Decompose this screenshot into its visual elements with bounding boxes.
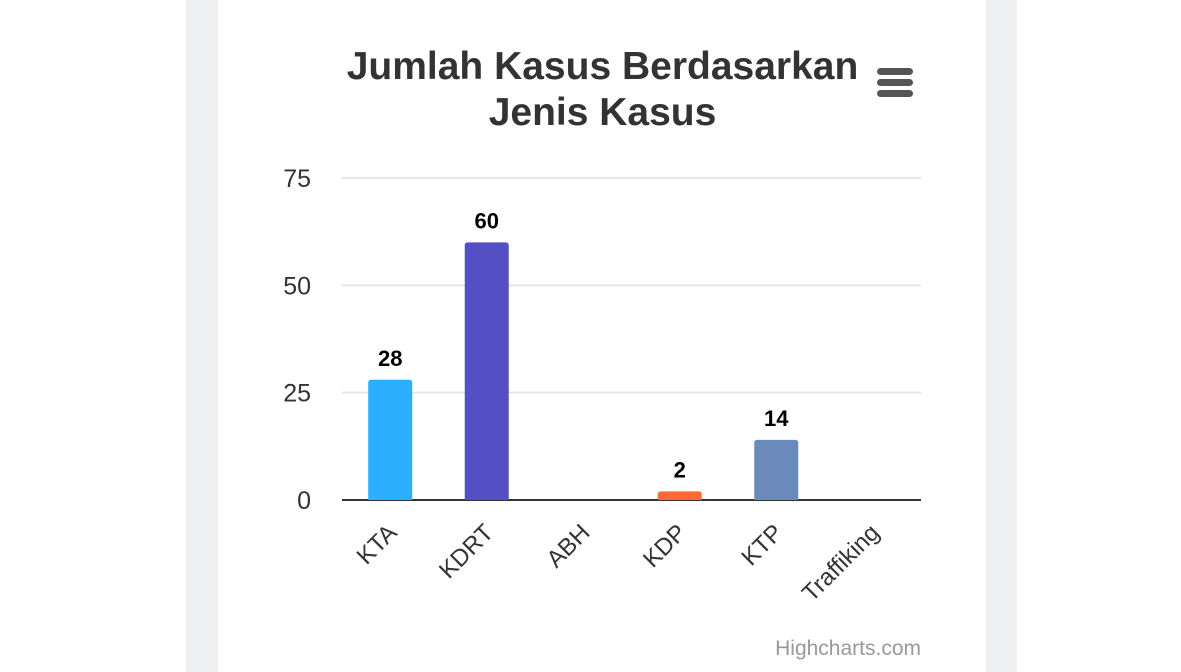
bar xyxy=(657,491,702,500)
x-tick-label: ABH xyxy=(541,519,595,573)
data-label: 2 xyxy=(674,457,686,482)
bar xyxy=(754,439,799,500)
y-tick-label: 25 xyxy=(283,380,311,408)
chart-title: Jumlah Kasus Berdasarkan Jenis Kasus xyxy=(346,45,859,134)
x-tick-label: KDRT xyxy=(434,519,499,584)
chart-card xyxy=(218,0,986,672)
x-tick-label: KTP xyxy=(736,519,788,571)
menu-bar xyxy=(877,68,913,75)
x-tick-label: KTA xyxy=(352,519,403,570)
x-tick-label: KDP xyxy=(638,519,692,573)
page-margin xyxy=(986,0,1017,672)
menu-bar xyxy=(877,90,913,97)
menu-button[interactable] xyxy=(877,68,913,97)
data-label: 60 xyxy=(475,208,499,233)
y-tick-label: 75 xyxy=(283,165,311,193)
y-tick-label: 0 xyxy=(297,487,311,515)
y-tick-label: 50 xyxy=(283,272,311,300)
data-label: 14 xyxy=(764,406,789,431)
menu-bar xyxy=(877,79,913,86)
page-margin xyxy=(186,0,218,672)
bar xyxy=(464,242,509,500)
data-label: 28 xyxy=(378,346,402,371)
credits[interactable]: Highcharts.com xyxy=(775,637,921,660)
x-tick-label: Traffiking xyxy=(797,519,885,607)
bar xyxy=(368,379,413,500)
